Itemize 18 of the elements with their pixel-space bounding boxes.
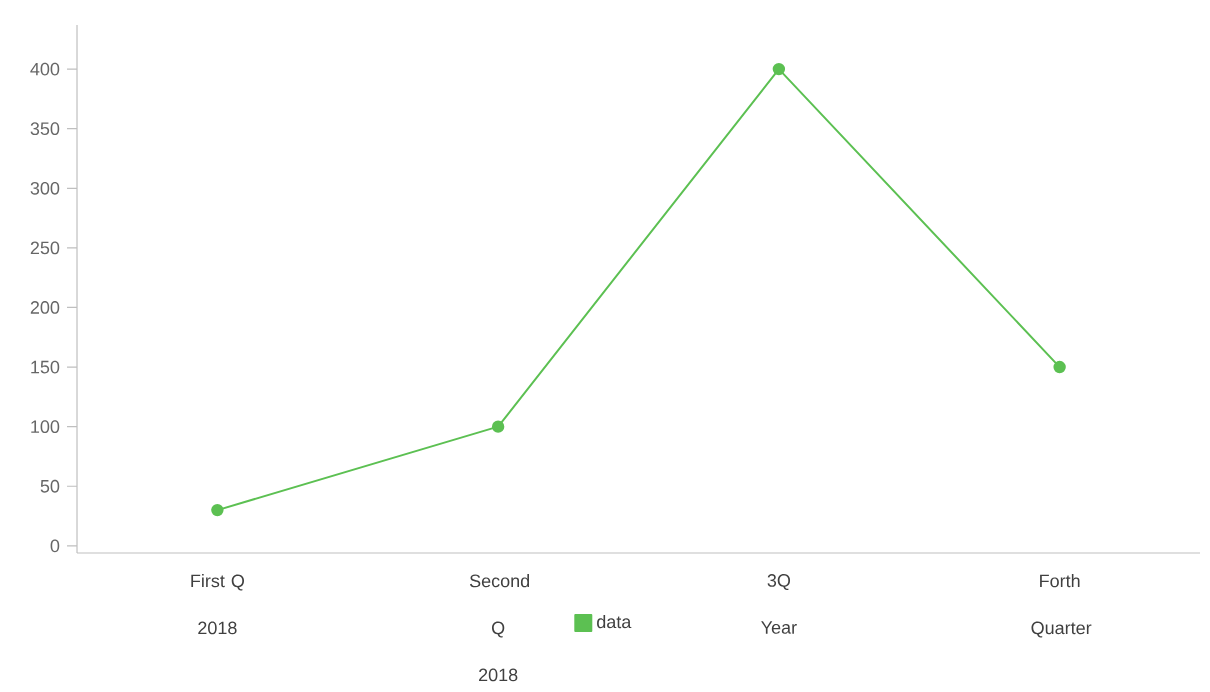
- y-tick-label: 300: [30, 181, 60, 195]
- point: [491, 420, 505, 433]
- point: [1053, 360, 1066, 374]
- category-label: First Q 2018: [191, 574, 245, 635]
- y-tick-label: 50: [40, 479, 60, 493]
- y-tick-label: 150: [31, 360, 60, 374]
- category-label: 3Q Year: [761, 574, 797, 634]
- y-tick-label: 100: [31, 420, 60, 434]
- category-label: Forth Quarter: [1031, 574, 1092, 638]
- legend-label: data: [597, 614, 632, 629]
- y-tick-label: 200: [30, 301, 60, 314]
- y-tick-label: 0: [50, 539, 60, 553]
- category-label: Second Q 2018: [469, 574, 529, 682]
- y-tick-label: 400: [30, 62, 60, 76]
- point: [211, 503, 224, 517]
- y-tick-label: 350: [30, 122, 60, 136]
- point: [772, 62, 786, 76]
- y-tick-label: 250: [30, 241, 60, 255]
